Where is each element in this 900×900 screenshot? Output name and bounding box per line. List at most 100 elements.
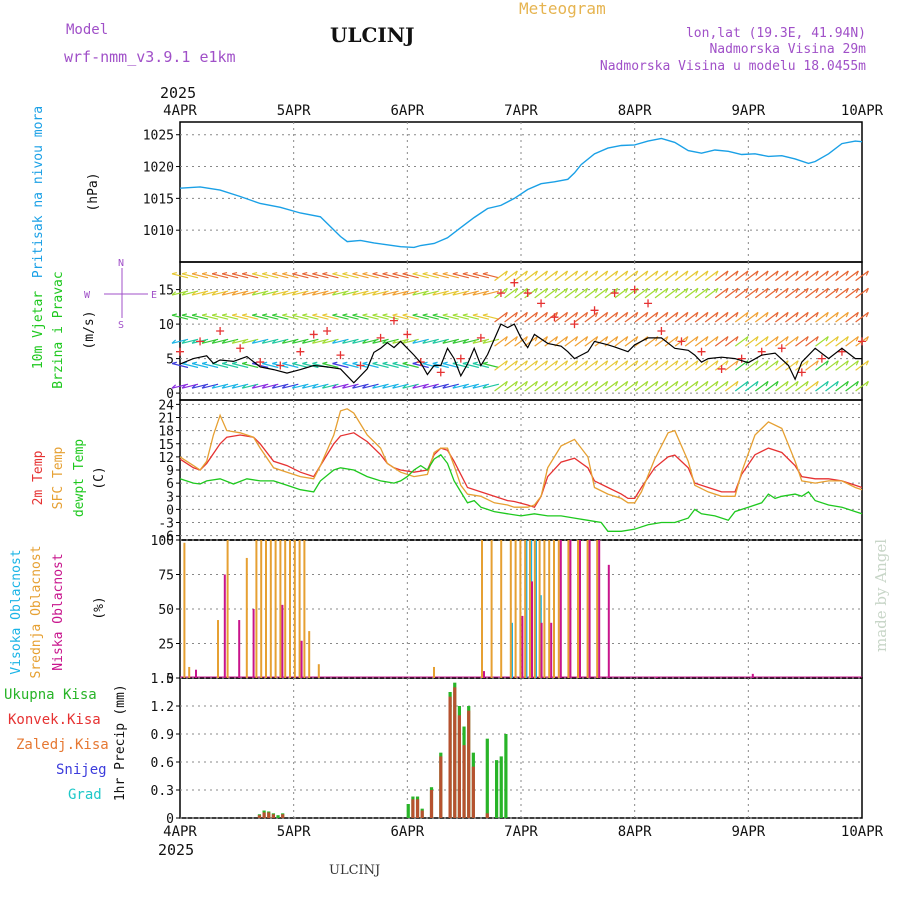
wind-barb-head [524, 360, 528, 366]
pressure-panel [179, 137, 863, 249]
wind-barb-head [534, 360, 538, 366]
wind-barb-head [201, 361, 208, 365]
x-tick-label-top: 5APR [277, 103, 311, 119]
wind-barb [855, 311, 869, 323]
wind-barb [614, 287, 629, 299]
wind-barb [684, 270, 699, 282]
wind-barb-head [835, 336, 839, 342]
wind-barb [514, 336, 528, 347]
wind-barb [654, 311, 669, 323]
wind-barb-head [402, 313, 408, 316]
y-tick-label: 15 [158, 438, 174, 453]
wind-barb [805, 336, 819, 347]
wind-barb-head [615, 270, 619, 276]
wind-barb-head [282, 361, 288, 365]
wind-barb-head [472, 384, 477, 389]
gust-marker [550, 313, 559, 322]
wind-barb [584, 360, 598, 371]
precip-panel [257, 682, 508, 818]
wind-barb-head [402, 291, 407, 296]
wind-barb-head [462, 271, 468, 275]
wind-barb-head [402, 384, 407, 389]
gust-marker [356, 361, 365, 370]
wind-barb-head [825, 312, 829, 318]
dewpt-line [179, 453, 863, 532]
conv-precip-bar [453, 687, 457, 818]
wind-barb-head [725, 288, 729, 294]
low-cloud-bar [579, 540, 581, 678]
wind-barb-head [514, 288, 518, 294]
wind-barb-head [755, 288, 759, 294]
mid-cloud-bar [183, 542, 186, 678]
wind-barb-head [412, 291, 417, 296]
wind-barb [262, 362, 279, 369]
precip-unit-label: (mm) [113, 684, 128, 715]
wind-barb [494, 360, 508, 371]
wind-barb-head [725, 381, 729, 387]
wind-barb [594, 336, 608, 347]
compass-s: S [118, 320, 124, 331]
wind-barb-head [221, 361, 228, 365]
wind-barb [664, 270, 679, 282]
wind-barb [494, 311, 508, 323]
wind-barb-head [554, 360, 559, 366]
mid-cloud-bar [293, 540, 296, 678]
wind-barb-head [705, 336, 709, 342]
wind-barb [232, 362, 249, 369]
wind-barb-head [635, 336, 639, 342]
wind-speed-line [179, 323, 862, 384]
total-precip-bar [276, 815, 280, 818]
wind-barb-head [655, 288, 659, 294]
mid-cloud-bar [524, 540, 527, 678]
y-tick-label: 0.9 [151, 728, 174, 743]
wind-barb-head [452, 339, 457, 344]
wind-barb-head [342, 291, 347, 296]
wind-barb [564, 287, 578, 299]
wind-barb [644, 270, 659, 282]
year-bottom: 2025 [158, 841, 194, 859]
wind-barb-head [191, 339, 197, 344]
wind-barb [574, 287, 588, 299]
wind-barb [584, 380, 598, 392]
wind-barb-head [211, 339, 217, 344]
wind-barb-head [332, 361, 338, 365]
mid-cloud-bar [245, 557, 248, 678]
wind-barb-head [795, 288, 799, 294]
wind-barb [694, 270, 709, 282]
y-tick-label: 50 [158, 603, 174, 618]
wind-barb [674, 360, 689, 371]
wind-barb [704, 287, 719, 299]
wind-barb [704, 336, 719, 347]
gust-marker [376, 333, 385, 342]
wind-barb-head [584, 288, 589, 294]
wind-barb-head [695, 270, 699, 276]
wind-barb-head [312, 339, 317, 344]
mid-cloud-bar [543, 540, 546, 678]
wind-barb-head [765, 360, 769, 366]
wind-barb-head [261, 339, 267, 344]
wind-barb-head [625, 360, 629, 366]
wind-barb-head [402, 271, 408, 275]
conv-precip-bar [281, 814, 285, 818]
wind-barb-head [655, 312, 659, 318]
gust-marker [336, 351, 345, 360]
wind-barb-head [855, 360, 859, 366]
wind-barb-head [292, 271, 298, 275]
wind-panel [171, 270, 869, 392]
wind-barb-head [835, 270, 839, 276]
wind-barb-head [584, 312, 589, 318]
wind-barb [181, 273, 199, 279]
high-cloud-bar [525, 540, 528, 678]
wind-barb [604, 270, 619, 282]
wind-barb-head [755, 336, 759, 342]
wind-barb [412, 273, 429, 279]
wind-barb-head [745, 360, 749, 366]
wind-barb-head [564, 381, 569, 387]
wind-barb-head [745, 270, 749, 276]
wind-compass-legend: W E N S [84, 258, 157, 331]
wind-barb-head [755, 270, 759, 276]
wind-barb-head [332, 384, 337, 389]
wind-barb-head [261, 384, 267, 389]
mid-cloud-bar [514, 540, 517, 678]
wind-barb [504, 287, 518, 299]
